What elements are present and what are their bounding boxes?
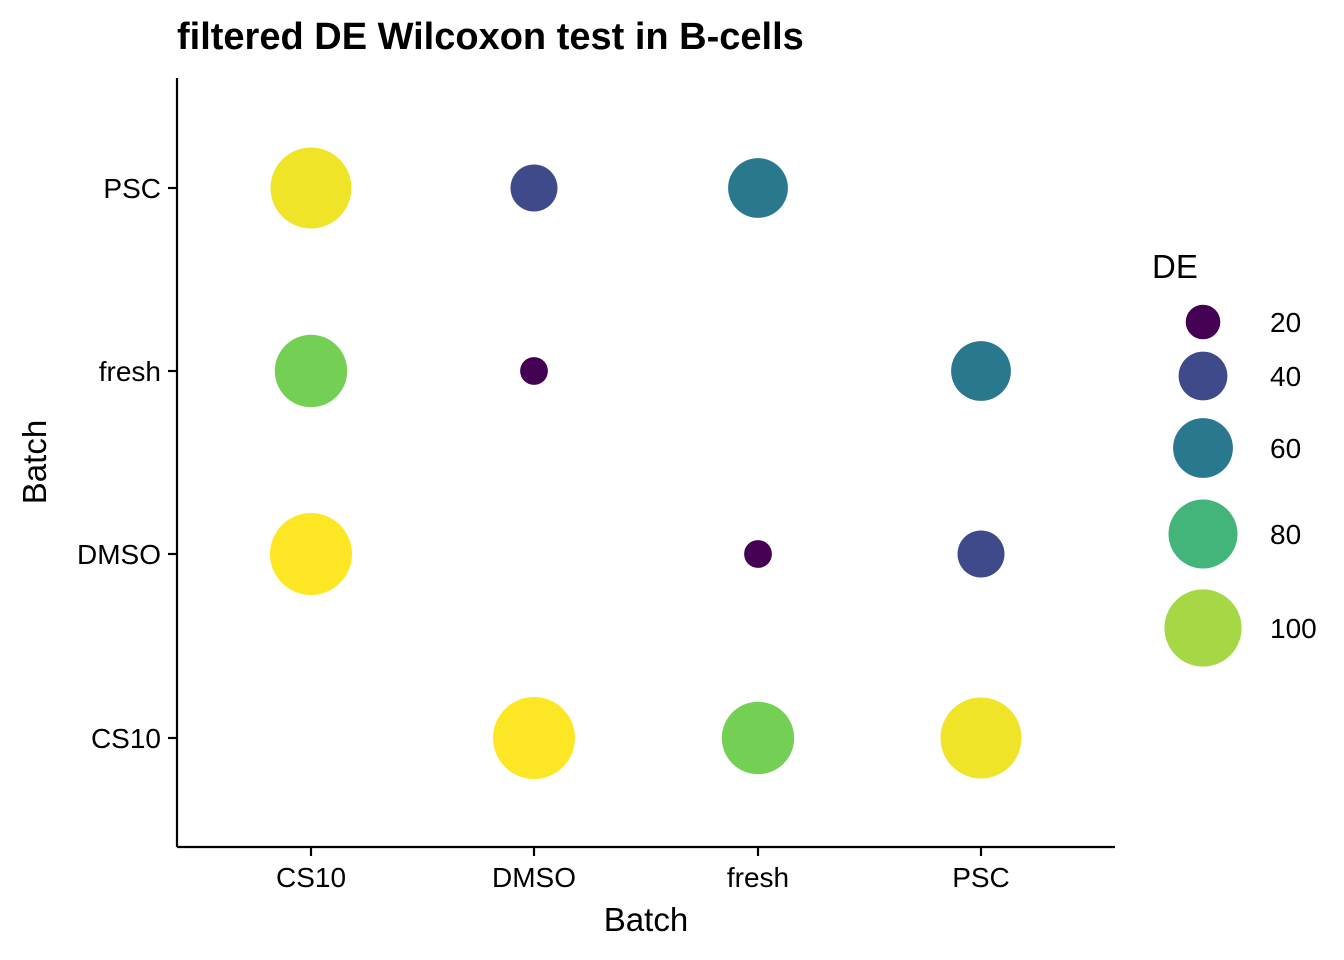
data-point	[274, 334, 348, 408]
y-tick-label: CS10	[91, 723, 161, 754]
data-points	[270, 147, 1022, 779]
legend-label: 40	[1270, 361, 1301, 392]
y-tick-label: fresh	[99, 356, 161, 387]
legend-label: 20	[1270, 307, 1301, 338]
chart-title: filtered DE Wilcoxon test in B-cells	[177, 16, 804, 58]
x-axis-ticks: CS10 DMSO fresh PSC	[276, 847, 1010, 893]
legend: DE 20 40 60 80 100	[1152, 248, 1317, 667]
x-axis-title: Batch	[604, 901, 688, 938]
y-axis-title: Batch	[16, 420, 53, 504]
x-tick-label: PSC	[952, 862, 1010, 893]
x-tick-label: DMSO	[492, 862, 576, 893]
data-point	[510, 164, 558, 212]
legend-label: 80	[1270, 519, 1301, 550]
data-point	[940, 697, 1022, 779]
plot-area: CS10 DMSO fresh PSC CS10 DMSO fresh PSC	[77, 78, 1115, 893]
y-tick-label: DMSO	[77, 539, 161, 570]
data-point	[493, 697, 575, 779]
data-point	[270, 147, 352, 229]
x-tick-label: CS10	[276, 862, 346, 893]
data-point	[744, 540, 772, 568]
legend-label: 60	[1270, 433, 1301, 464]
data-point	[957, 530, 1005, 578]
data-point	[721, 701, 795, 775]
y-axis-ticks: CS10 DMSO fresh PSC	[77, 173, 177, 754]
data-point	[951, 341, 1011, 401]
x-tick-label: fresh	[727, 862, 789, 893]
legend-key	[1173, 418, 1233, 478]
data-point	[270, 513, 352, 595]
legend-key	[1168, 499, 1238, 569]
legend-key	[1164, 589, 1242, 667]
legend-label: 100	[1270, 613, 1317, 644]
data-point	[728, 158, 788, 218]
legend-key	[1185, 304, 1221, 340]
legend-entries: 20 40 60 80 100	[1164, 304, 1317, 667]
y-tick-label: PSC	[103, 173, 161, 204]
legend-title: DE	[1152, 248, 1198, 285]
legend-key	[1178, 351, 1228, 401]
data-point	[520, 357, 548, 385]
